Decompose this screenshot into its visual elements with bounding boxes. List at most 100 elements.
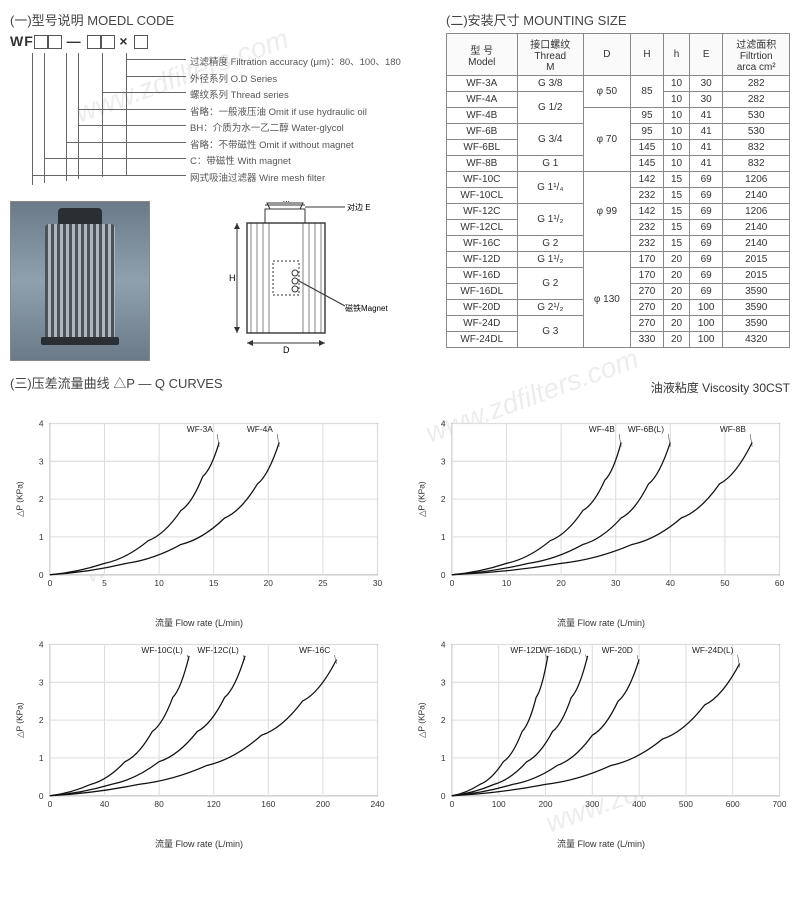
svg-text:100: 100	[492, 800, 506, 810]
th-filt: 过滤面积Filtrtionarca cm²	[723, 34, 790, 76]
pq-chart: 01234051015202530WF-3AWF-4A△P (KPa)流量 Fl…	[10, 404, 388, 611]
pq-chart: 0123404080120160200240WF-10C(L)WF-12C(L)…	[10, 625, 388, 832]
svg-text:WF-6B(L): WF-6B(L)	[628, 424, 665, 434]
th-D: D	[584, 34, 631, 76]
th-thread: 接口螺纹ThreadM	[517, 34, 584, 76]
svg-text:0: 0	[450, 579, 455, 589]
svg-text:△P (KPa): △P (KPa)	[15, 481, 25, 517]
svg-text:1: 1	[441, 532, 446, 542]
svg-text:WF-10C(L): WF-10C(L)	[141, 645, 183, 655]
svg-text:30: 30	[611, 579, 621, 589]
svg-text:120: 120	[207, 800, 221, 810]
mounting-title: (二)安装尺寸 MOUNTING SIZE	[446, 10, 790, 29]
svg-text:2: 2	[441, 716, 446, 726]
model-legend-item: BH：介质为水一乙二醇 Water-glycol	[190, 120, 344, 134]
th-model: 型 号Model	[447, 34, 518, 76]
svg-text:3: 3	[39, 457, 44, 467]
model-legend-item: 省略：一般液压油 Omit if use hydraulic oil	[190, 104, 367, 118]
model-legend-item: 过滤精度 Filtration accuracy (μm)：80、100、180	[190, 54, 401, 68]
svg-text:1: 1	[441, 753, 446, 763]
table-row: WF-4Bφ 70951041530	[447, 108, 790, 124]
svg-text:0: 0	[39, 570, 44, 580]
pq-chart: 012340100200300400500600700WF-12DWF-16D(…	[412, 625, 790, 832]
svg-text:0: 0	[450, 800, 455, 810]
th-E: E	[689, 34, 723, 76]
table-row: WF-12DG 1¹/₂φ 13017020692015	[447, 252, 790, 268]
svg-text:4: 4	[39, 419, 44, 429]
dim-E: 对边 E	[347, 202, 371, 212]
dim-M: M	[283, 201, 290, 204]
svg-text:15: 15	[209, 579, 219, 589]
th-H: H	[630, 34, 664, 76]
svg-text:WF-8B: WF-8B	[720, 424, 746, 434]
svg-text:200: 200	[316, 800, 330, 810]
svg-text:WF-16C: WF-16C	[299, 645, 330, 655]
svg-text:2: 2	[39, 716, 44, 726]
svg-text:3: 3	[441, 678, 446, 688]
svg-text:0: 0	[39, 791, 44, 801]
svg-text:500: 500	[679, 800, 693, 810]
svg-text:4: 4	[39, 640, 44, 650]
svg-text:WF-24D(L): WF-24D(L)	[692, 645, 734, 655]
svg-text:10: 10	[502, 579, 512, 589]
svg-text:WF-12D: WF-12D	[510, 645, 541, 655]
svg-text:WF-3A: WF-3A	[187, 424, 213, 434]
svg-text:160: 160	[261, 800, 275, 810]
svg-text:4: 4	[441, 640, 446, 650]
dimension-schematic: M 对边 E H D 磁铁Magnet	[160, 201, 430, 361]
svg-text:0: 0	[48, 800, 53, 810]
model-legend-item: 网式吸油过滤器 Wire mesh filter	[190, 170, 325, 184]
svg-text:600: 600	[726, 800, 740, 810]
svg-text:2: 2	[39, 495, 44, 505]
svg-text:4: 4	[441, 419, 446, 429]
svg-text:25: 25	[318, 579, 328, 589]
model-code-pattern: WF — ×	[10, 33, 430, 49]
svg-text:0: 0	[441, 570, 446, 580]
svg-text:2: 2	[441, 495, 446, 505]
dim-H: H	[229, 273, 236, 283]
svg-text:WF-16D(L): WF-16D(L)	[540, 645, 582, 655]
svg-text:30: 30	[373, 579, 383, 589]
svg-text:△P (KPa): △P (KPa)	[15, 702, 25, 738]
svg-text:40: 40	[100, 800, 110, 810]
svg-text:80: 80	[154, 800, 164, 810]
svg-text:20: 20	[264, 579, 274, 589]
x-axis-label: 流量 Flow rate (L/min)	[412, 837, 790, 850]
svg-text:60: 60	[775, 579, 785, 589]
model-legend-item: 螺纹系列 Thread series	[190, 87, 289, 101]
model-code-title: (一)型号说明 MOEDL CODE	[10, 10, 430, 29]
svg-text:WF-4A: WF-4A	[247, 424, 273, 434]
svg-text:WF-4B: WF-4B	[589, 424, 615, 434]
product-photo	[10, 201, 150, 361]
svg-text:0: 0	[441, 791, 446, 801]
svg-text:△P (KPa): △P (KPa)	[417, 702, 427, 738]
svg-text:10: 10	[154, 579, 164, 589]
svg-text:240: 240	[371, 800, 385, 810]
svg-text:△P (KPa): △P (KPa)	[417, 481, 427, 517]
svg-text:3: 3	[39, 678, 44, 688]
svg-text:20: 20	[556, 579, 566, 589]
model-prefix: WF	[10, 33, 34, 49]
viscosity-label: 油液粘度 Viscosity 30CST	[651, 379, 790, 396]
model-legend-item: 省略：不带磁性 Omit if without magnet	[190, 137, 354, 151]
table-row: WF-3AG 3/8φ 50851030282	[447, 76, 790, 92]
mounting-table: 型 号Model 接口螺纹ThreadM D H h E 过滤面积Filtrti…	[446, 33, 790, 348]
th-h: h	[664, 34, 690, 76]
svg-text:5: 5	[102, 579, 107, 589]
svg-text:3: 3	[441, 457, 446, 467]
svg-text:WF-12C(L): WF-12C(L)	[197, 645, 239, 655]
dim-D: D	[283, 345, 290, 355]
svg-text:WF-20D: WF-20D	[602, 645, 633, 655]
svg-text:0: 0	[48, 579, 53, 589]
x-axis-label: 流量 Flow rate (L/min)	[10, 837, 388, 850]
curves-title: (三)压差流量曲线 △P — Q CURVES	[10, 373, 223, 392]
svg-text:700: 700	[773, 800, 787, 810]
table-row: WF-10CG 1¹/₄φ 9914215691206	[447, 172, 790, 188]
model-legend-item: 外径系列 O.D Series	[190, 71, 277, 85]
svg-text:50: 50	[720, 579, 730, 589]
pq-chart: 012340102030405060WF-4BWF-6B(L)WF-8B△P (…	[412, 404, 790, 611]
svg-text:1: 1	[39, 532, 44, 542]
svg-text:40: 40	[666, 579, 676, 589]
svg-text:300: 300	[585, 800, 599, 810]
svg-text:200: 200	[539, 800, 553, 810]
